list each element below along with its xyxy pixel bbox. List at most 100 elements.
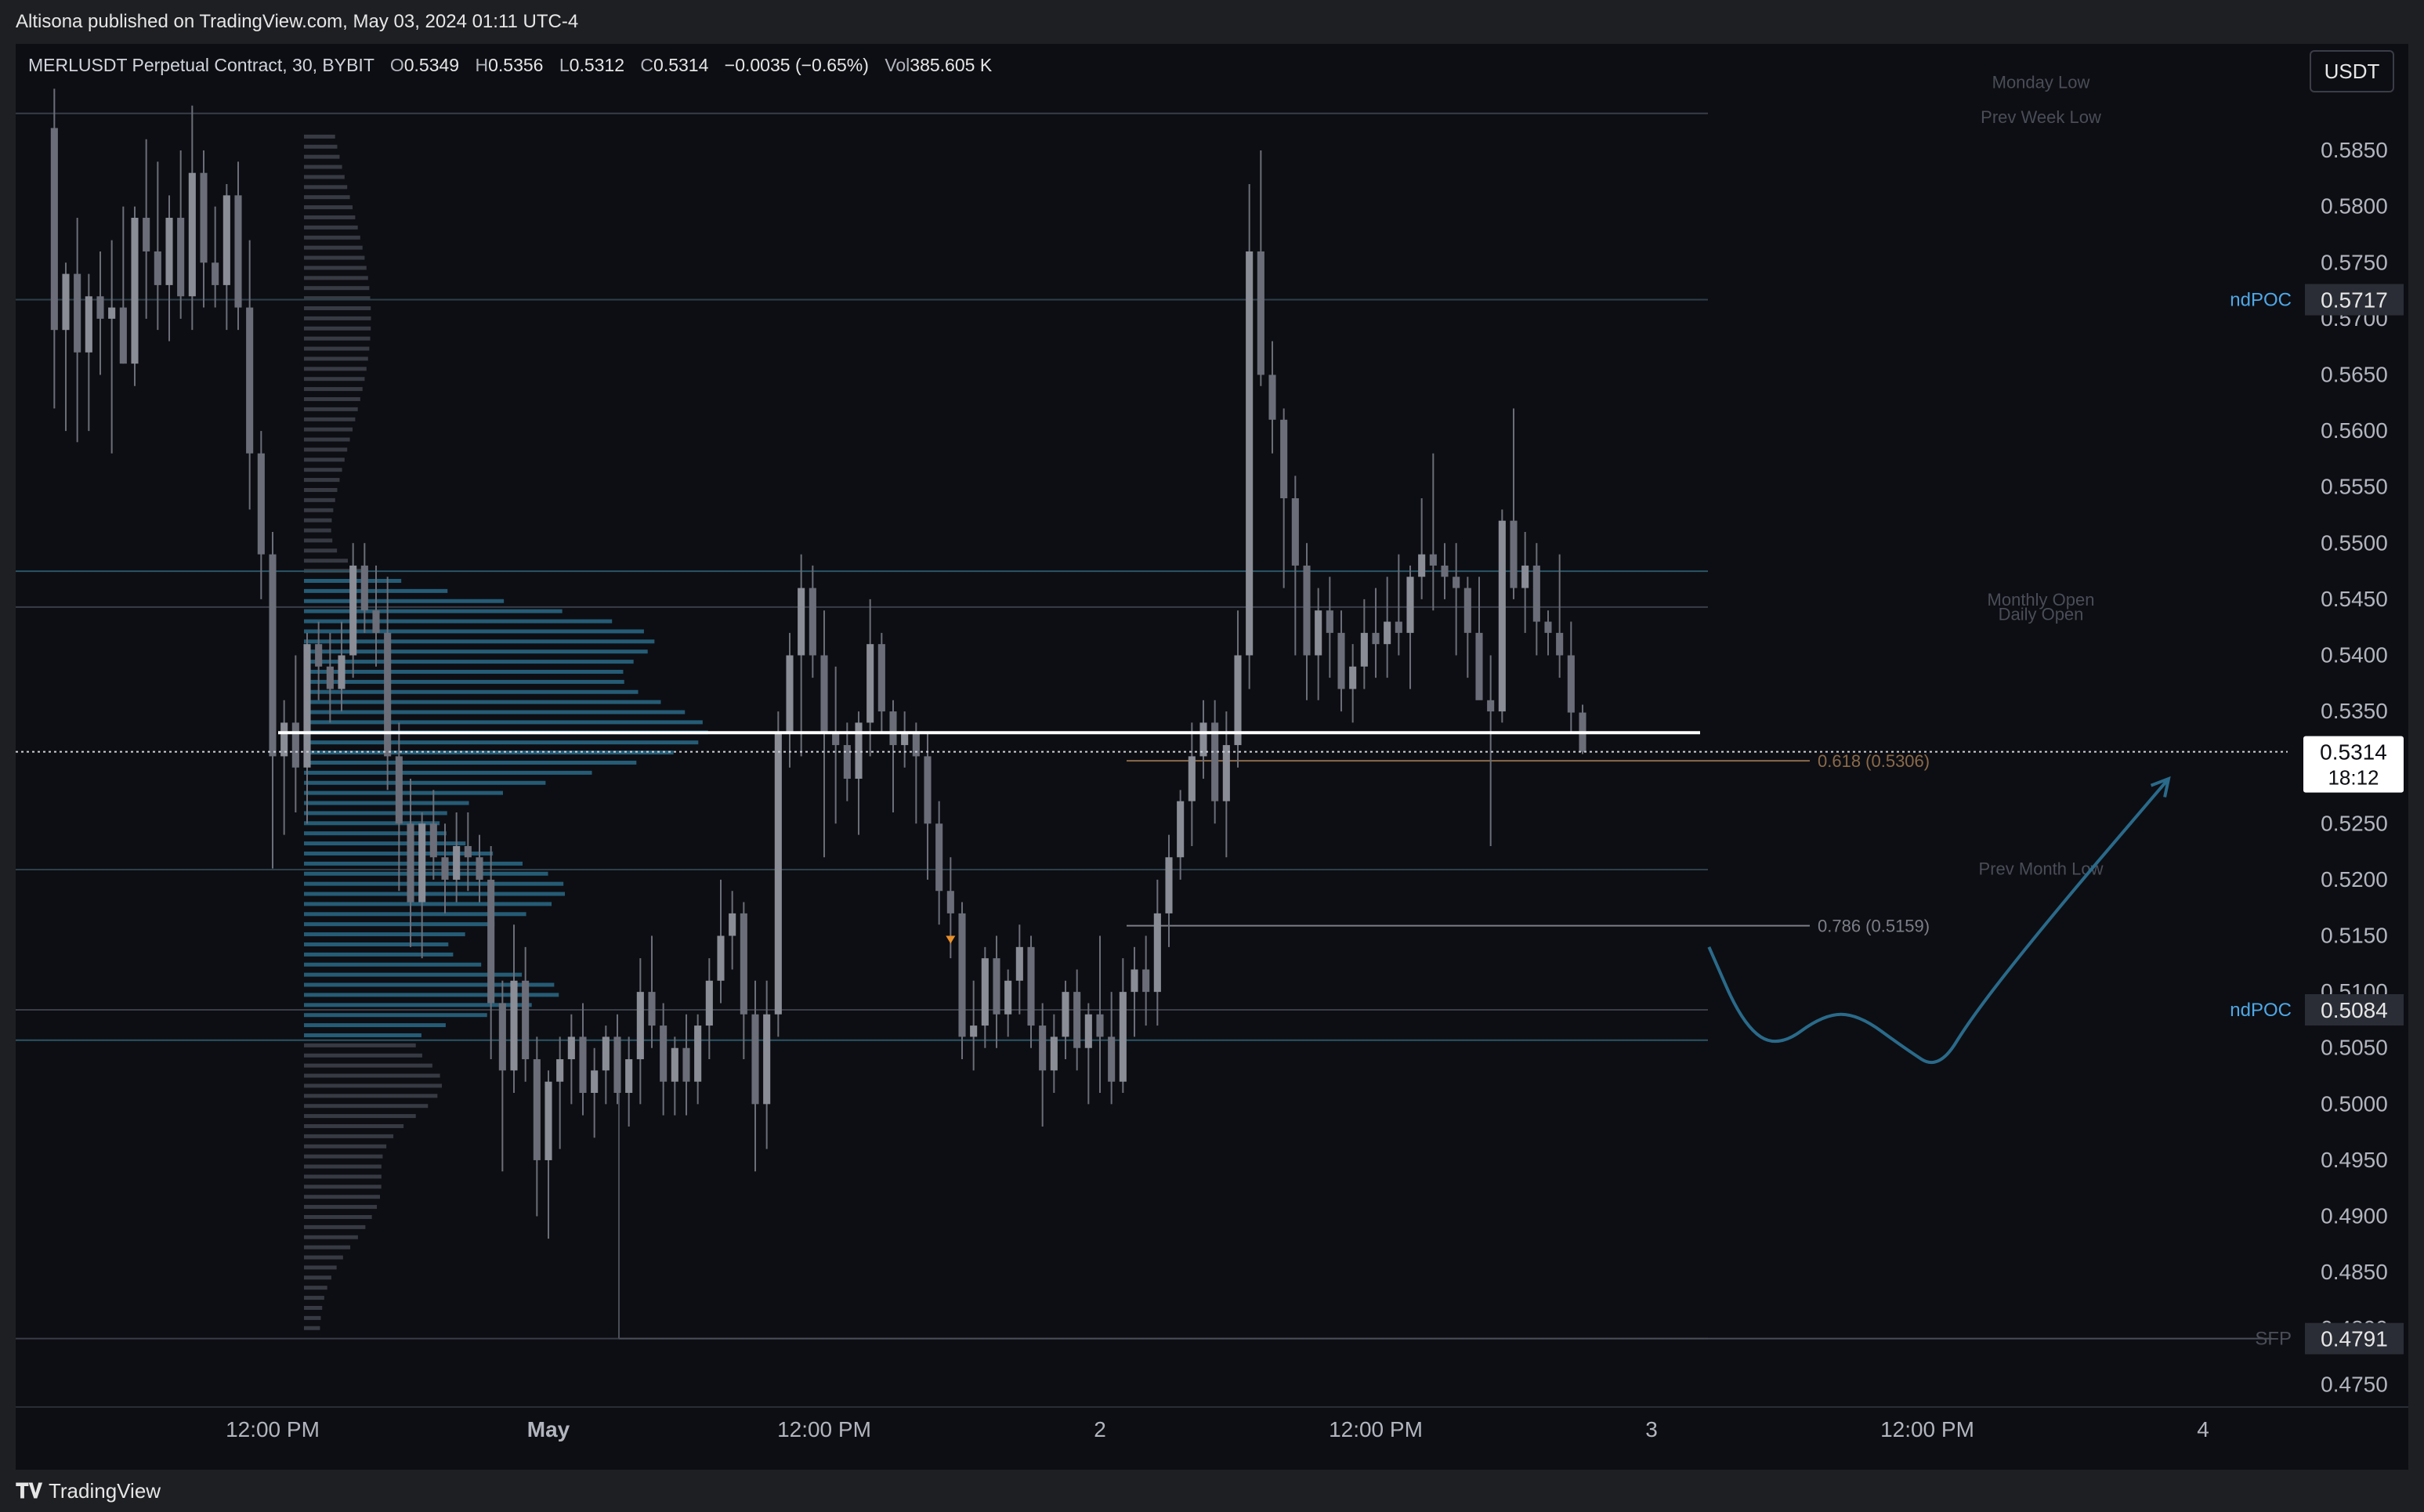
- candle-body: [556, 1059, 564, 1082]
- candle-body: [1532, 565, 1540, 622]
- close-value: 0.5314: [653, 55, 709, 75]
- price-tick-label: 0.5350: [2321, 699, 2388, 723]
- volume-profile-row: [304, 1063, 432, 1068]
- candle-body: [682, 1047, 690, 1082]
- volume-profile-row: [304, 1326, 320, 1330]
- volume-profile-row: [304, 801, 469, 805]
- volume-profile-row: [304, 528, 331, 533]
- candle-body: [843, 745, 851, 780]
- level-label: Daily Open: [1999, 605, 2084, 624]
- time-tick-label: 12:00 PM: [777, 1417, 871, 1441]
- candle-body: [1234, 655, 1242, 746]
- candle-body: [901, 733, 909, 746]
- candle-body: [924, 756, 932, 824]
- level-label: Monday Low: [1992, 73, 2090, 92]
- volume-profile-row: [304, 387, 363, 392]
- volume-profile-row: [304, 700, 661, 704]
- candle-body: [1268, 374, 1276, 420]
- price-badge: [2305, 994, 2404, 1026]
- volume-profile-row: [304, 478, 340, 483]
- price-tick-label: 0.5800: [2321, 194, 2388, 219]
- volume-profile-row: [304, 548, 338, 553]
- candle-body: [1303, 565, 1311, 656]
- volume-profile-row: [304, 225, 358, 230]
- candle-body: [1165, 857, 1173, 913]
- volume-profile-row: [304, 952, 454, 957]
- candle-body: [717, 935, 725, 981]
- volume-profile-row: [304, 215, 356, 219]
- candle-body: [96, 296, 104, 319]
- price-tick-label: 0.5250: [2321, 811, 2388, 835]
- candle-body: [809, 588, 816, 656]
- tradingview-wordmark: TradingView: [48, 1479, 161, 1503]
- candles: [50, 89, 1586, 1239]
- volume-profile-row: [304, 144, 338, 149]
- candle-body: [1027, 946, 1035, 1026]
- candle-body: [1510, 520, 1518, 588]
- volume-profile-row: [304, 881, 564, 886]
- volume-profile-row: [304, 468, 342, 472]
- volume-profile-row: [304, 1144, 387, 1148]
- candle-body: [395, 756, 403, 824]
- tradingview-logo[interactable]: 𝐓𝐕 TradingView: [16, 1479, 161, 1504]
- time-tick-label: 2: [1094, 1417, 1106, 1441]
- candle-body: [1131, 969, 1138, 993]
- volume-profile-row: [304, 447, 348, 452]
- volume-profile-row: [304, 1305, 323, 1310]
- candle-body: [1395, 621, 1402, 633]
- volume-profile-row: [304, 1003, 532, 1007]
- time-tick-label: 3: [1645, 1417, 1658, 1441]
- volume-profile-row: [304, 982, 555, 987]
- volume-profile-row: [304, 316, 371, 320]
- price-chart[interactable]: Monday Low Prev Week Low Monthly OpenDaily…: [16, 44, 2408, 1470]
- candle-body: [1384, 621, 1391, 645]
- volume-profile-row: [304, 276, 368, 280]
- volume-profile-row: [304, 508, 334, 512]
- volume-profile-row: [304, 266, 367, 270]
- candle-body: [1475, 632, 1483, 700]
- high-value: 0.5356: [488, 55, 544, 75]
- last-price-badge: [2303, 736, 2404, 793]
- candle-body: [1498, 520, 1506, 712]
- volume-profile-row: [304, 336, 371, 341]
- candle-body: [487, 879, 495, 1004]
- volume-profile-row: [304, 1164, 382, 1169]
- candle-body: [602, 1036, 610, 1071]
- candle-body: [372, 610, 380, 633]
- volume-profile-row: [304, 679, 624, 684]
- volume-profile-row: [304, 175, 345, 179]
- volume-profile-row: [304, 871, 548, 876]
- candle-body: [50, 128, 58, 331]
- chart-pane[interactable]: Monday Low Prev Week Low Monthly Open Daily…: [16, 44, 2408, 1470]
- open-value: 0.5349: [403, 55, 460, 75]
- volume-profile-row: [304, 1296, 324, 1300]
- volume-profile-row: [304, 629, 644, 634]
- volume-profile-row: [304, 458, 345, 462]
- price-tick-label: 0.5500: [2321, 530, 2388, 555]
- candle-body: [418, 823, 426, 902]
- currency-button[interactable]: USDT: [2310, 50, 2394, 92]
- candle-body: [970, 1025, 978, 1037]
- volume-profile-row: [304, 377, 365, 382]
- candle-body: [326, 666, 334, 689]
- candle-body: [1315, 610, 1322, 656]
- candle-body: [1453, 577, 1460, 588]
- candle-body: [234, 195, 242, 308]
- volume-profile-row: [304, 599, 505, 603]
- candle-body: [993, 958, 1000, 1015]
- candle-body: [177, 217, 185, 297]
- candle-body: [1119, 992, 1127, 1082]
- candle-body: [165, 217, 173, 285]
- candle-body: [613, 1036, 621, 1094]
- volume-profile-row: [304, 1275, 331, 1280]
- volume-profile-row: [304, 1134, 394, 1138]
- time-tick-label: 4: [2197, 1417, 2209, 1441]
- candle-body: [476, 857, 483, 880]
- price-tick-label: 0.4750: [2321, 1372, 2388, 1396]
- candle-body: [877, 644, 885, 712]
- volume-profile-row: [304, 1224, 366, 1229]
- volume-profile-row: [304, 780, 546, 785]
- candle-body: [1257, 251, 1264, 375]
- candle-body: [1015, 946, 1023, 981]
- candle-body: [143, 217, 150, 251]
